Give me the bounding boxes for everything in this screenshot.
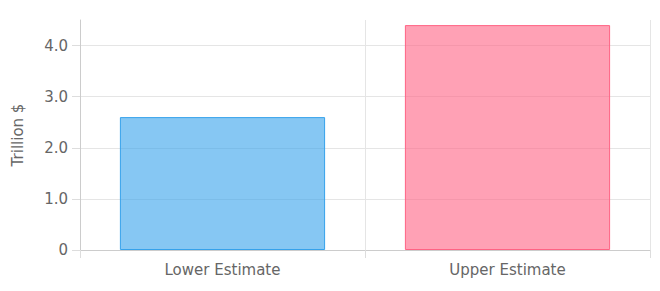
svg-text:4.0: 4.0 [44, 37, 68, 55]
svg-text:Trillion $: Trillion $ [9, 104, 27, 168]
svg-text:0: 0 [58, 241, 68, 259]
svg-text:Lower Estimate: Lower Estimate [165, 261, 281, 279]
svg-text:Upper Estimate: Upper Estimate [449, 261, 565, 279]
svg-text:2.0: 2.0 [44, 139, 68, 157]
svg-text:1.0: 1.0 [44, 190, 68, 208]
svg-text:3.0: 3.0 [44, 88, 68, 106]
